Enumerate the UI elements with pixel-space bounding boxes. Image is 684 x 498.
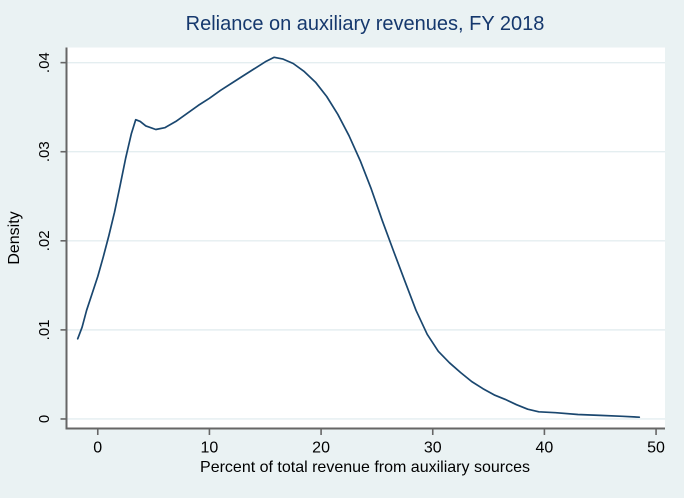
y-tick-label: .03 [36,141,53,162]
x-axis-ticks: 0 10 20 30 40 50 [93,428,665,457]
x-tick-label: 40 [536,440,554,457]
y-axis-title: Density [6,211,23,264]
y-tick-label: .04 [36,52,53,73]
x-axis-title: Percent of total revenue from auxiliary … [200,459,530,476]
y-axis-ticks: 0 .01 .02 .03 .04 [36,52,67,423]
x-tick-label: 50 [647,440,665,457]
x-tick-label: 20 [312,440,330,457]
x-tick-label: 30 [424,440,442,457]
y-tick-label: .02 [36,230,53,251]
x-tick-label: 0 [93,440,102,457]
density-curve-group [76,56,641,419]
x-tick-label: 10 [201,440,219,457]
y-tick-label: 0 [36,415,53,423]
density-curve [76,56,641,419]
chart-title: Reliance on auxiliary revenues, FY 2018 [186,13,545,35]
gridlines [66,61,665,420]
y-tick-label: .01 [36,319,53,340]
plot-area [66,47,665,429]
